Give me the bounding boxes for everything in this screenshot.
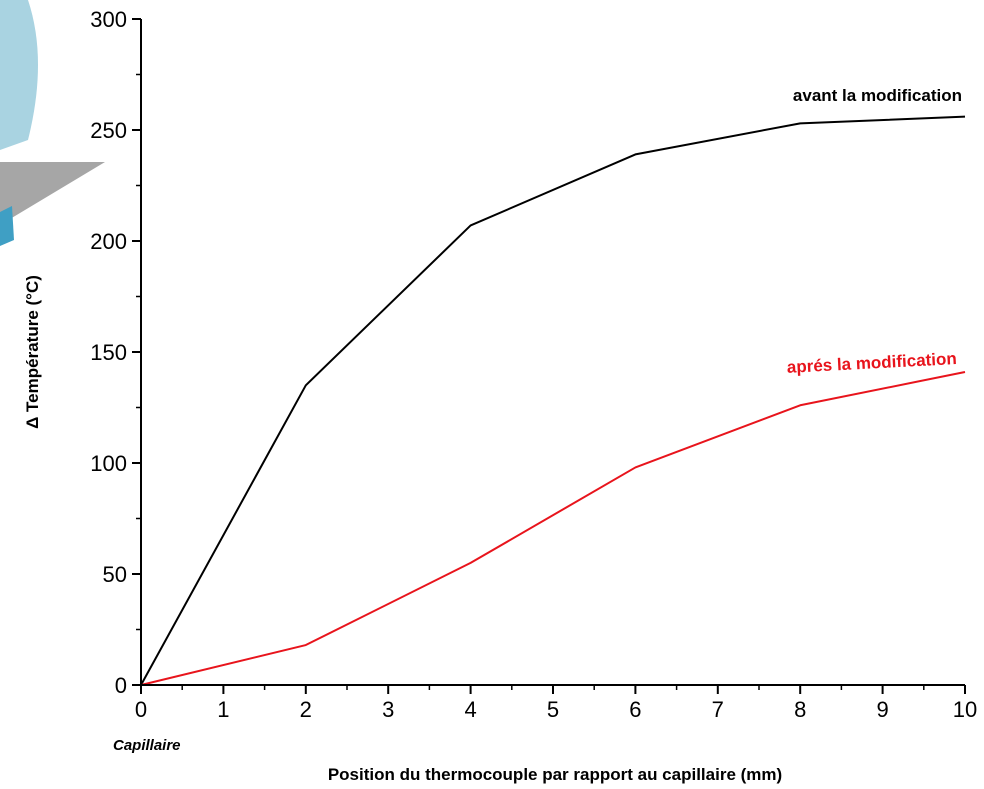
series-label-avant: avant la modification [793, 86, 962, 105]
series-lines [140, 115, 966, 686]
series-line-0 [140, 115, 966, 686]
y-axis-title: Δ Température (°C) [23, 275, 42, 429]
x-tick-label: 4 [464, 697, 476, 722]
series-label-apres: aprés la modification [786, 349, 957, 377]
y-axis-ticks: 0 50 100 150 200 250 300 [90, 7, 141, 698]
x-tick-label: 0 [135, 697, 147, 722]
decorative-background-graphic [0, 0, 105, 246]
y-tick-label: 300 [90, 7, 127, 32]
x-axis-ticks: 0 1 2 3 4 5 6 7 8 9 10 [135, 685, 977, 722]
x-tick-label: 9 [876, 697, 888, 722]
x-tick-label: 2 [300, 697, 312, 722]
x-tick-label: 6 [629, 697, 641, 722]
y-tick-label: 150 [90, 340, 127, 365]
x-axis-title: Position du thermocouple par rapport au … [328, 765, 782, 784]
x-tick-label: 8 [794, 697, 806, 722]
x-tick-label: 5 [547, 697, 559, 722]
series-line-1 [140, 370, 966, 686]
y-tick-label: 250 [90, 118, 127, 143]
y-tick-label: 100 [90, 451, 127, 476]
x-tick-label: 7 [712, 697, 724, 722]
x-tick-label: 10 [953, 697, 977, 722]
x-tick-label: 3 [382, 697, 394, 722]
y-tick-label: 200 [90, 229, 127, 254]
capillaire-annotation: Capillaire [113, 737, 181, 754]
y-tick-label: 50 [103, 562, 127, 587]
y-tick-label: 0 [115, 673, 127, 698]
x-tick-label: 1 [217, 697, 229, 722]
